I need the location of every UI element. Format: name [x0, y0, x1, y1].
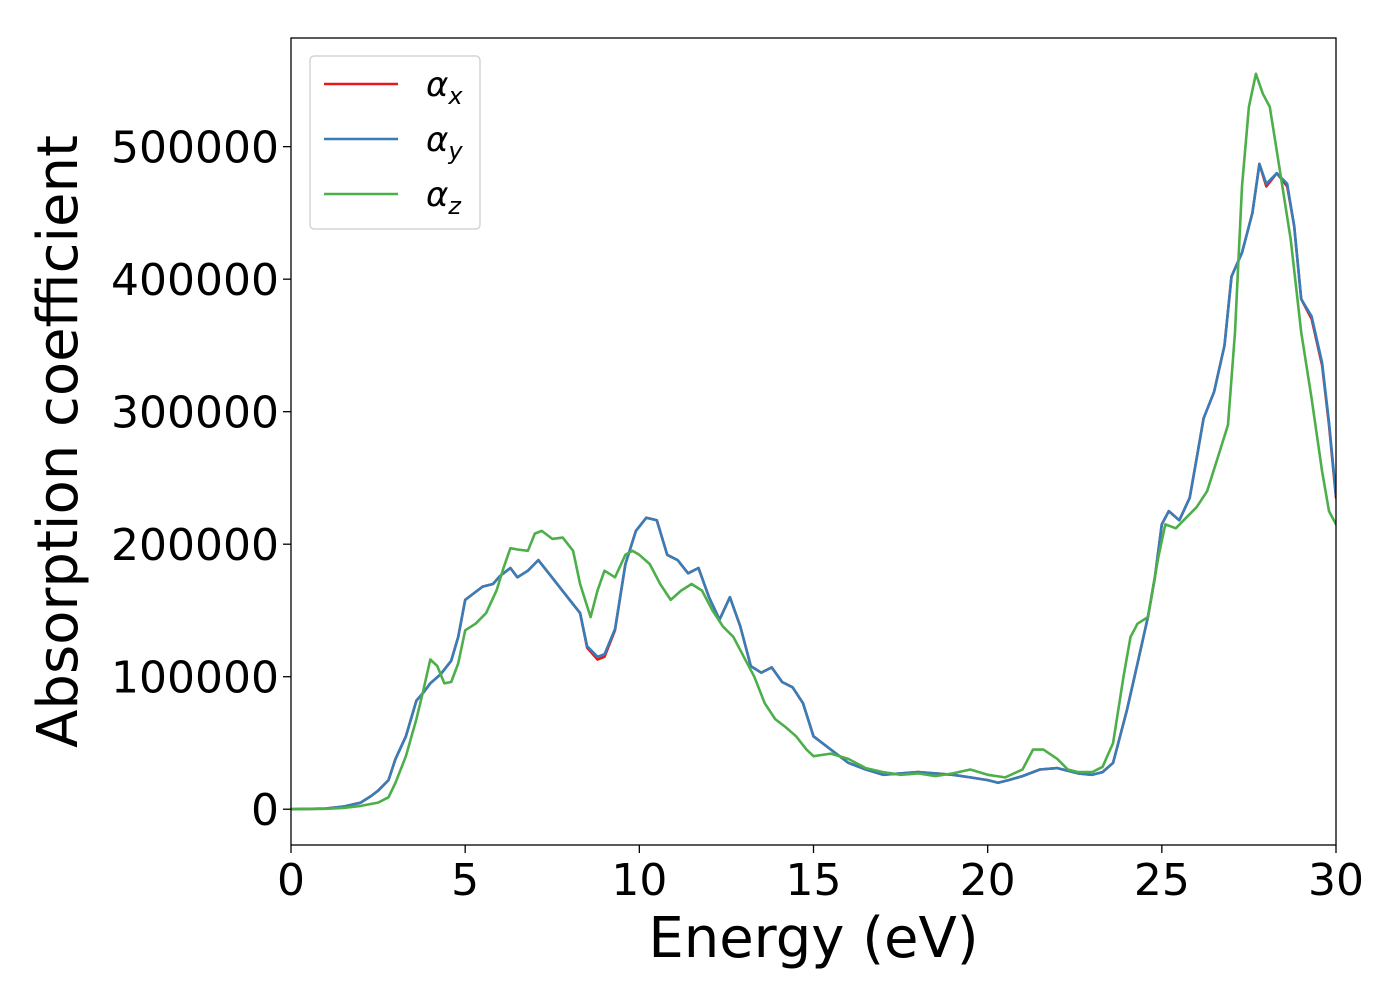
legend-label-sub: y: [447, 137, 463, 165]
legend-label-x: αx: [426, 65, 463, 110]
x-tick-label: 5: [451, 855, 479, 906]
legend-box: [309, 55, 481, 230]
legend-label-sub: x: [447, 82, 463, 110]
y-tick-label: 400000: [111, 255, 279, 306]
series-line-x: [291, 162, 1336, 811]
y-tick-label: 100000: [111, 653, 279, 704]
legend-label-base: α: [426, 120, 448, 160]
x-tick-label: 30: [1308, 855, 1364, 906]
legend-label-base: α: [426, 175, 448, 215]
y-tick-label: 200000: [111, 520, 279, 571]
chart-marks: [291, 72, 1336, 811]
x-tick-label: 0: [277, 855, 305, 906]
y-axis-title: Absorption coefficient: [26, 135, 91, 748]
y-tick-label: 0: [251, 785, 279, 836]
legend-label-base: α: [426, 65, 448, 105]
legend-label-sub: z: [447, 192, 462, 220]
series-line-y: [291, 162, 1336, 811]
x-tick-label: 15: [786, 855, 842, 906]
x-tick-label: 10: [611, 855, 667, 906]
legend-label-z: αz: [426, 175, 462, 220]
y-tick-label: 500000: [111, 123, 279, 174]
x-axis-title: Energy (eV): [648, 906, 978, 971]
axis-ticks: 0 5 10 15 20 25 30 0 100000 200000 300000 400000 500…: [111, 123, 1364, 906]
series-line-z: [291, 72, 1336, 811]
y-tick-label: 300000: [111, 388, 279, 439]
x-tick-label: 20: [960, 855, 1016, 906]
x-tick-label: 25: [1134, 855, 1190, 906]
legend-label-y: αy: [426, 120, 463, 165]
